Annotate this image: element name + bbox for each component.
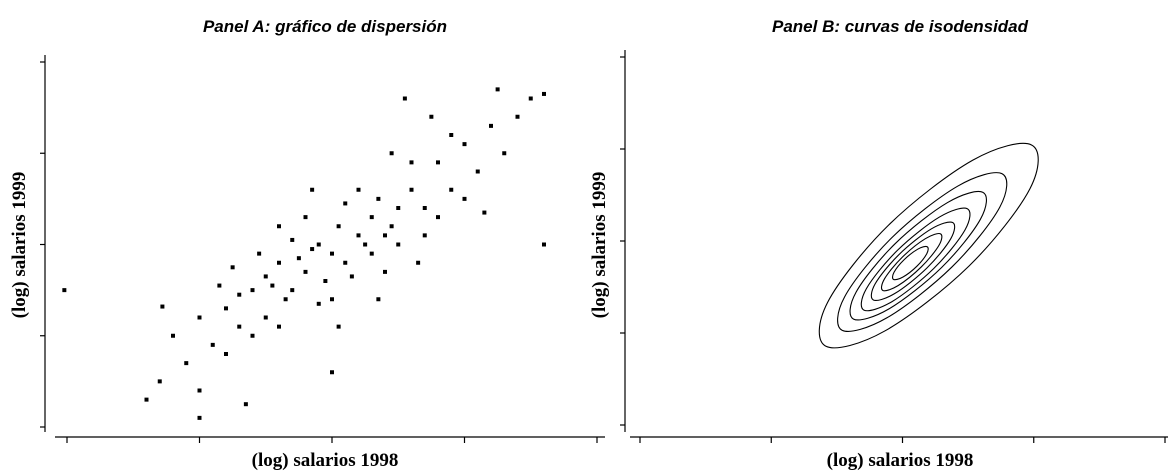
scatter-point [422, 233, 427, 238]
contour-line [870, 221, 956, 301]
scatter-point [489, 123, 493, 128]
scatter-point [316, 301, 321, 306]
chart-title: Panel B: curvas de isodensidad [772, 17, 1029, 36]
x-axis-label: (log) salarios 1998 [252, 450, 399, 471]
scatter-point [495, 87, 500, 92]
scatter-point [396, 242, 401, 247]
scatter-point [330, 370, 334, 375]
scatter-point [323, 279, 328, 283]
scatter-point [250, 288, 255, 293]
scatter-point [160, 304, 165, 309]
scatter-point [515, 114, 520, 119]
scatter-point [409, 160, 414, 165]
scatter-point [542, 242, 546, 247]
scatter-point [316, 242, 321, 247]
scatter-point [230, 265, 235, 270]
scatter-point [197, 315, 202, 320]
scatter-point [270, 283, 275, 288]
scatter-point [502, 151, 507, 156]
contour-line [880, 232, 943, 292]
scatter-point [376, 297, 381, 302]
scatter-point [363, 242, 368, 247]
scatter-point [389, 151, 394, 156]
scatter-point [475, 169, 480, 174]
scatter-point [257, 251, 262, 256]
scatter-point [210, 342, 215, 347]
scatter-point [369, 251, 374, 256]
contour-line [818, 142, 1039, 349]
scatter-point [383, 233, 387, 238]
scatter-point [436, 160, 440, 165]
x-axis-label: (log) salarios 1998 [827, 450, 974, 471]
scatter-point [310, 247, 315, 252]
scatter-point [528, 96, 533, 101]
y-axis-label: (log) salarios 1999 [9, 172, 30, 319]
scatter-point [310, 187, 315, 192]
chart-title: Panel A: gráfico de dispersión [203, 17, 447, 36]
scatter-point [343, 201, 348, 206]
scatter-point [482, 210, 487, 215]
scatter-point [330, 297, 334, 302]
scatter-point [336, 224, 341, 229]
scatter-point [429, 114, 434, 119]
scatter-point [224, 352, 228, 356]
scatter-point [283, 297, 288, 302]
contour-line [892, 245, 929, 281]
scatter-point [277, 224, 281, 229]
scatter-point [237, 324, 242, 329]
scatter-point [290, 237, 295, 242]
scatter-point [303, 215, 308, 220]
scatter-point [263, 274, 268, 279]
scatter-point [462, 196, 467, 201]
y-axis-label: (log) salarios 1999 [589, 172, 610, 319]
scatter-point [376, 196, 381, 201]
scatter-point [330, 251, 334, 256]
scatter-point [197, 388, 202, 393]
scatter-point [396, 206, 401, 210]
scatter-point [290, 288, 295, 293]
scatter-point [336, 324, 341, 329]
scatter-point [217, 283, 222, 288]
contour-line [860, 207, 971, 312]
scatter-point [171, 333, 175, 338]
scatter-point [197, 415, 202, 420]
scatter-point [449, 133, 454, 137]
contour-line [837, 172, 1008, 332]
scatter-point [449, 187, 454, 192]
scatter-point [462, 142, 467, 147]
scatter-point [369, 215, 374, 220]
scatter-point [237, 292, 242, 297]
scatter-point [250, 333, 255, 338]
scatter-point [303, 269, 308, 274]
scatter-point [224, 306, 228, 311]
scatter-point [62, 288, 67, 293]
scatter-point [243, 402, 248, 407]
scatter-point [402, 96, 407, 101]
scatter-point [389, 224, 394, 229]
scatter-point [277, 324, 281, 329]
scatter-point [383, 269, 387, 274]
scatter-point [422, 206, 427, 210]
scatter-point [144, 397, 149, 402]
scatter-point [356, 187, 361, 192]
scatter-point [356, 233, 361, 238]
scatter-point [157, 379, 162, 384]
scatter-point [263, 315, 268, 320]
scatter-point [184, 361, 189, 366]
scatter-point [277, 260, 281, 265]
scatter-point [296, 256, 301, 261]
scatter-point [343, 260, 348, 265]
scatter-point [409, 187, 414, 192]
scatter-point [542, 91, 546, 96]
contour-line [849, 190, 987, 321]
scatter-point [349, 274, 354, 279]
scatter-point [416, 260, 421, 265]
scatter-point [436, 215, 440, 220]
